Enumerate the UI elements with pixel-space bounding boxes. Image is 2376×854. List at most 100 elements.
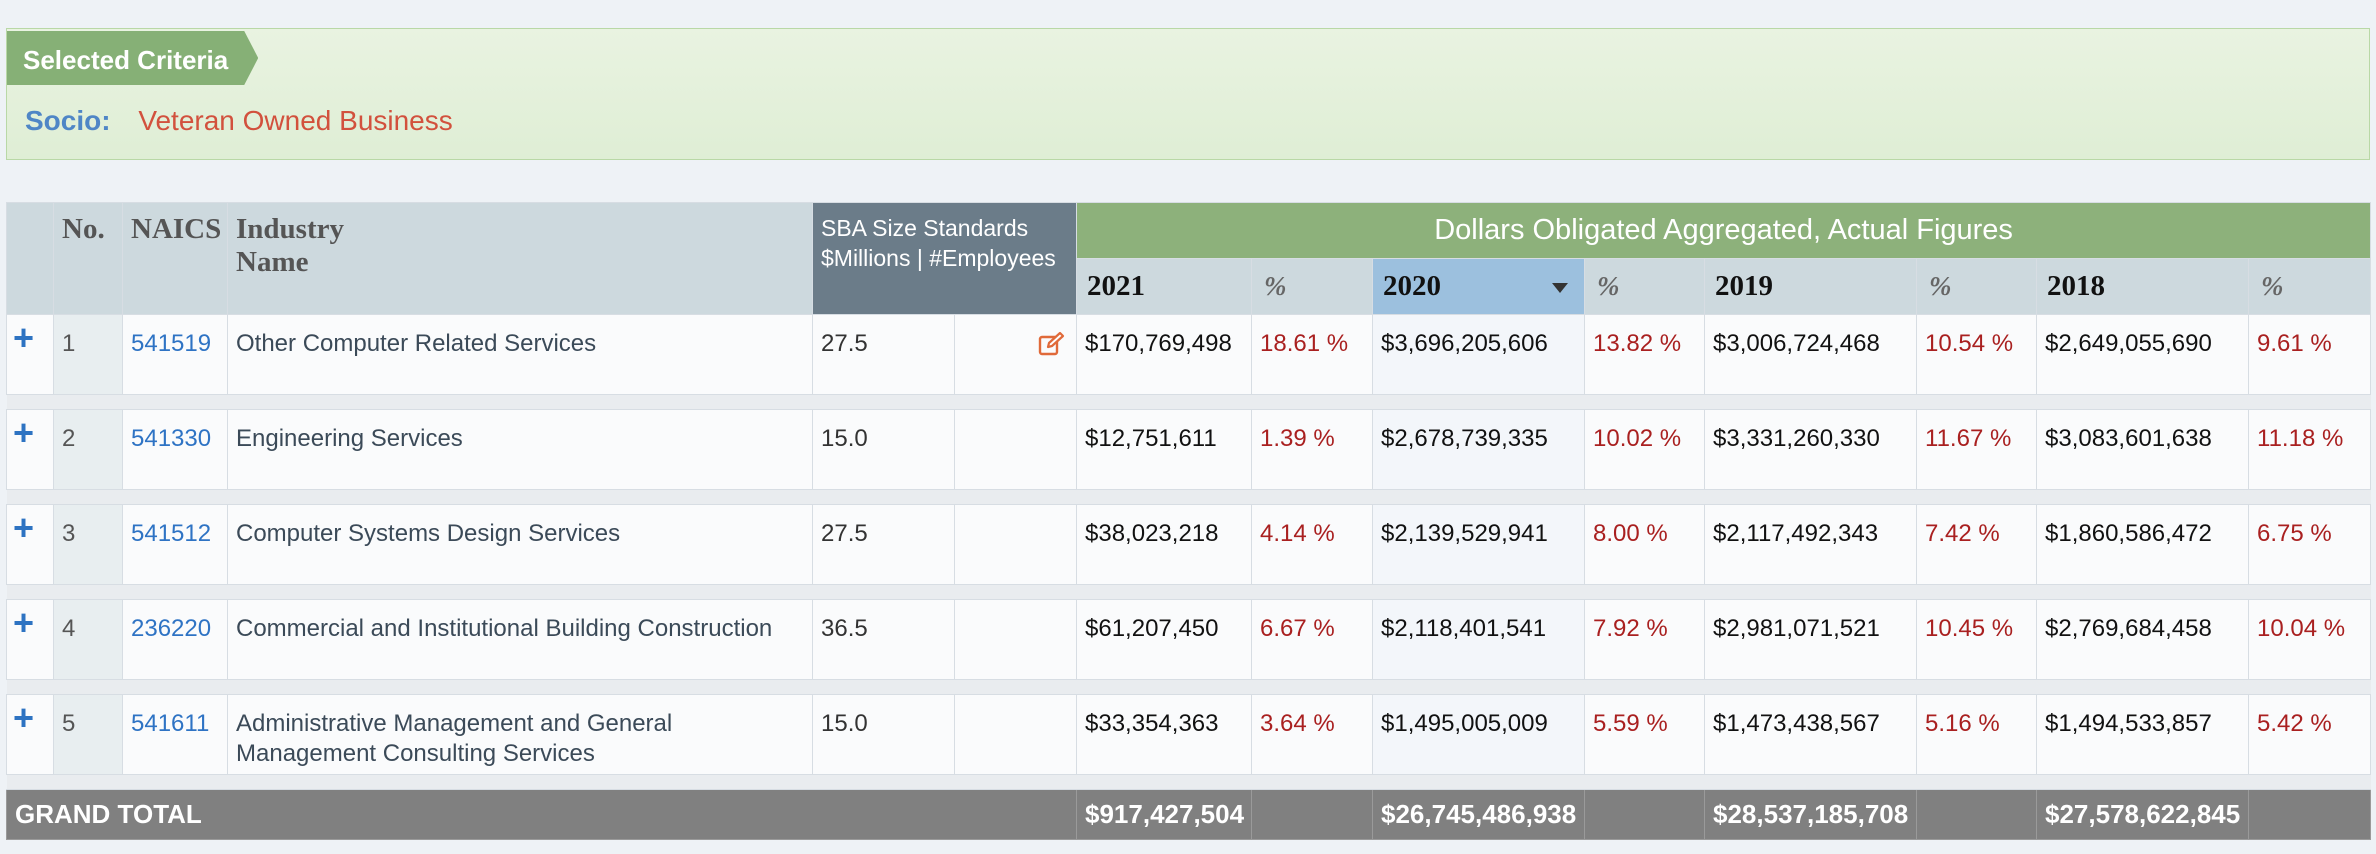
expand-cell: + <box>6 409 54 490</box>
year-header-2020[interactable]: 2020 <box>1372 258 1586 315</box>
expand-cell: + <box>6 314 54 395</box>
amount-2018: $2,649,055,690 <box>2036 314 2250 395</box>
industry-name: Engineering Services <box>227 409 813 490</box>
naics-link[interactable]: 541611 <box>131 710 210 737</box>
pct-header-2020[interactable]: % <box>1584 258 1706 315</box>
pct-header-2019[interactable]: % <box>1916 258 2038 315</box>
year-header-label: 2020 <box>1383 270 1442 302</box>
pct-header-2021[interactable]: % <box>1251 258 1374 315</box>
year-header-2018[interactable]: 2018 <box>2036 258 2250 315</box>
grand-total-2020: $26,745,486,938 <box>1372 789 1586 840</box>
pct-2018: 6.75 % <box>2248 504 2372 585</box>
table-row: +2 541330 Engineering Services 15.0 $12,751,… <box>6 409 2372 490</box>
pct-header-2018[interactable]: % <box>2248 258 2372 315</box>
amount-2018: $1,494,533,857 <box>2036 694 2250 775</box>
row-spacer <box>6 584 2371 600</box>
row-number: 1 <box>53 314 123 395</box>
pct-2019: 5.16 % <box>1916 694 2038 775</box>
expand-cell: + <box>6 599 54 680</box>
amount-2021: $33,354,363 <box>1076 694 1253 775</box>
row-number: 3 <box>53 504 123 585</box>
industry-name: Computer Systems Design Services <box>227 504 813 585</box>
table-row: +1 541519 Other Computer Related Services 2… <box>6 314 2372 395</box>
sba-edit-cell <box>953 599 1078 680</box>
plus-icon[interactable]: + <box>13 412 35 453</box>
grand-total-2021: $917,427,504 <box>1076 789 1253 840</box>
amount-2018: $1,860,586,472 <box>2036 504 2250 585</box>
table-row: +4 236220 Commercial and Institutional Bui… <box>6 599 2372 680</box>
row-spacer <box>6 679 2371 695</box>
amount-2019: $1,473,438,567 <box>1704 694 1918 775</box>
grand-total-row: GRAND TOTAL $917,427,504 $26,745,486,938 $2… <box>5 789 2372 840</box>
amount-2021: $38,023,218 <box>1076 504 1253 585</box>
pct-2019: 11.67 % <box>1916 409 2038 490</box>
pct-2021: 18.61 % <box>1251 314 1374 395</box>
plus-icon[interactable]: + <box>13 697 35 738</box>
pct-2020: 10.02 % <box>1584 409 1706 490</box>
pct-2018: 5.42 % <box>2248 694 2372 775</box>
amount-2019: $2,981,071,521 <box>1704 599 1918 680</box>
amount-2019: $2,117,492,343 <box>1704 504 1918 585</box>
pct-2019: 10.54 % <box>1916 314 2038 395</box>
row-number: 2 <box>53 409 123 490</box>
pct-2018: 10.04 % <box>2248 599 2372 680</box>
naics-link[interactable]: 541519 <box>131 330 212 357</box>
sba-header-line1: SBA Size Standards <box>821 215 1029 241</box>
plus-icon[interactable]: + <box>13 507 35 548</box>
industry-column-header[interactable]: Industry Name <box>227 202 813 315</box>
amount-2018: $2,769,684,458 <box>2036 599 2250 680</box>
row-spacer-cell <box>6 489 2371 505</box>
amount-2020: $1,495,005,009 <box>1372 694 1586 775</box>
row-number: 4 <box>53 599 123 680</box>
sba-header-line2: $Millions | #Employees <box>821 245 1056 271</box>
industry-name: Commercial and Institutional Building Co… <box>227 599 813 680</box>
sba-size-value: 27.5 <box>812 504 955 585</box>
pct-2019: 7.42 % <box>1916 504 2038 585</box>
sort-desc-icon[interactable] <box>1552 283 1569 293</box>
row-spacer <box>6 394 2371 410</box>
expand-cell: + <box>6 504 54 585</box>
naics-column-header[interactable]: NAICS <box>122 202 228 315</box>
sba-size-value: 15.0 <box>812 409 955 490</box>
row-spacer <box>6 774 2371 790</box>
pct-2020: 7.92 % <box>1584 599 1706 680</box>
grand-total-pct-2018 <box>2248 789 2372 840</box>
edit-icon[interactable] <box>1038 331 1066 365</box>
amount-2021: $12,751,611 <box>1076 409 1253 490</box>
sba-size-standards-header: SBA Size Standards $Millions | #Employee… <box>811 202 1078 315</box>
plus-icon[interactable]: + <box>13 602 35 643</box>
pct-2021: 4.14 % <box>1251 504 1374 585</box>
grand-total-pct-2021 <box>1251 789 1374 840</box>
amount-2020: $2,118,401,541 <box>1372 599 1586 680</box>
amount-2018: $3,083,601,638 <box>2036 409 2250 490</box>
sba-size-value: 27.5 <box>812 314 955 395</box>
naics-link[interactable]: 541512 <box>131 520 212 547</box>
grand-total-pct-2019 <box>1916 789 2038 840</box>
naics-cell: 541611 <box>122 694 228 775</box>
pct-2018: 11.18 % <box>2248 409 2372 490</box>
year-header-label: 2019 <box>1715 270 1774 302</box>
year-header-2019[interactable]: 2019 <box>1704 258 1918 315</box>
industry-name: Other Computer Related Services <box>227 314 813 395</box>
amount-2019: $3,006,724,468 <box>1704 314 1918 395</box>
sba-size-value: 36.5 <box>812 599 955 680</box>
plus-icon[interactable]: + <box>13 317 35 358</box>
expand-cell: + <box>6 694 54 775</box>
pct-2021: 3.64 % <box>1251 694 1374 775</box>
naics-link[interactable]: 541330 <box>131 425 212 452</box>
row-spacer-cell <box>6 584 2371 600</box>
row-spacer-cell <box>6 774 2371 790</box>
amount-2021: $170,769,498 <box>1076 314 1253 395</box>
grand-total-2018: $27,578,622,845 <box>2036 789 2250 840</box>
year-header-label: 2018 <box>2047 270 2106 302</box>
sba-edit-cell <box>953 504 1078 585</box>
row-spacer-cell <box>6 679 2371 695</box>
year-header-2021[interactable]: 2021 <box>1076 258 1253 315</box>
industry-header-line1: Industry <box>236 213 344 245</box>
amount-2020: $2,678,739,335 <box>1372 409 1586 490</box>
naics-link[interactable]: 236220 <box>131 615 212 642</box>
no-column-header[interactable]: No. <box>53 202 123 315</box>
row-spacer-cell <box>6 394 2371 410</box>
industry-name: Administrative Management and General Ma… <box>227 694 813 775</box>
sba-size-value: 15.0 <box>812 694 955 775</box>
